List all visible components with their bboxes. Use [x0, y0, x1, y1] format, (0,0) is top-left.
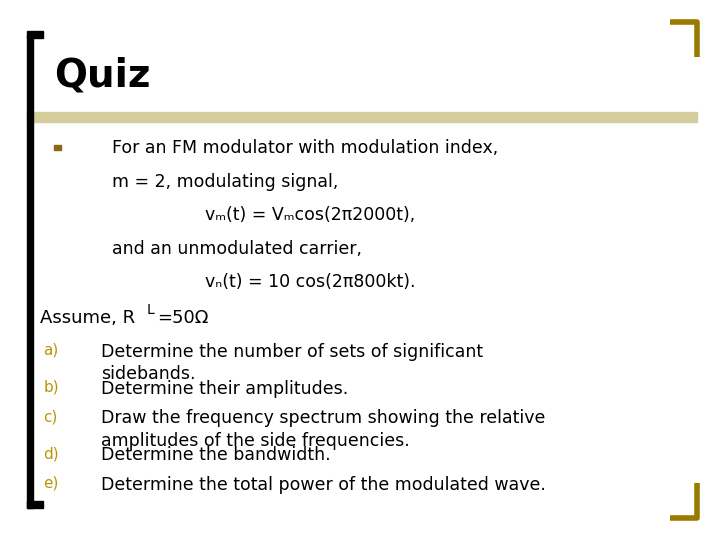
- Text: Assume, R: Assume, R: [40, 309, 135, 327]
- Text: c): c): [43, 409, 58, 424]
- Text: Determine their amplitudes.: Determine their amplitudes.: [101, 380, 348, 397]
- Text: and an unmodulated carrier,: and an unmodulated carrier,: [112, 240, 361, 258]
- Text: =50Ω: =50Ω: [157, 309, 208, 327]
- Text: Draw the frequency spectrum showing the relative
amplitudes of the side frequenc: Draw the frequency spectrum showing the …: [101, 409, 545, 449]
- Text: Determine the number of sets of significant
sidebands.: Determine the number of sets of signific…: [101, 343, 483, 383]
- Text: Determine the total power of the modulated wave.: Determine the total power of the modulat…: [101, 476, 546, 494]
- Text: For an FM modulator with modulation index,: For an FM modulator with modulation inde…: [112, 139, 498, 157]
- Bar: [27, 501, 43, 508]
- Text: d): d): [43, 446, 59, 461]
- Text: a): a): [43, 343, 58, 358]
- Text: vₙ(t) = 10 cos(2π800kt).: vₙ(t) = 10 cos(2π800kt).: [205, 273, 415, 291]
- Text: Quiz: Quiz: [54, 57, 150, 94]
- Bar: [27, 31, 43, 38]
- Bar: [27, 35, 33, 508]
- Bar: [54, 145, 61, 150]
- Text: L: L: [146, 303, 154, 317]
- Text: vₘ(t) = Vₘcos(2π2000t),: vₘ(t) = Vₘcos(2π2000t),: [205, 206, 415, 224]
- Text: m = 2, modulating signal,: m = 2, modulating signal,: [112, 173, 338, 191]
- Text: b): b): [43, 380, 59, 395]
- Text: e): e): [43, 476, 58, 491]
- Bar: [27, 112, 697, 122]
- Text: Determine the bandwidth.: Determine the bandwidth.: [101, 446, 330, 464]
